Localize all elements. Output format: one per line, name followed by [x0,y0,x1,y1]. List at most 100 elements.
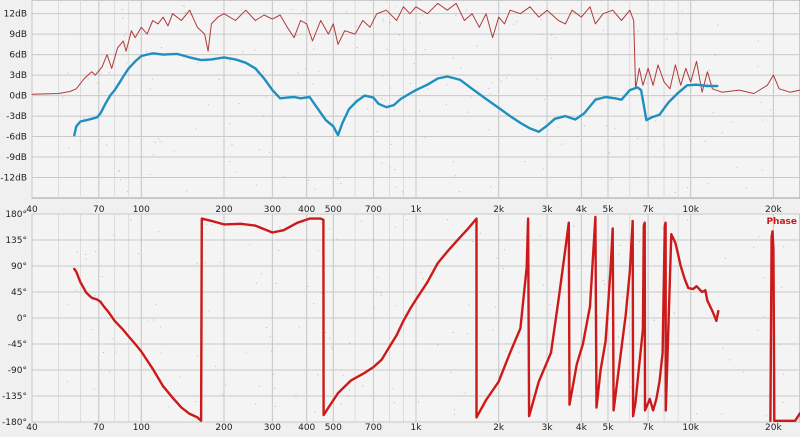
noise-dot [602,29,604,31]
noise-dot [455,14,457,16]
noise-dot [295,394,297,396]
noise-dot [127,191,129,193]
noise-dot [380,292,382,294]
noise-dot [498,79,500,81]
noise-dot [455,175,457,177]
noise-dot [154,141,156,143]
noise-dot [384,100,386,102]
x-tick-label: 2k [493,423,505,433]
noise-dot [279,226,281,228]
noise-dot [414,52,416,54]
x-tick-label: 100 [133,423,150,433]
noise-dot [222,394,224,396]
x-tick-label: 1k [411,205,423,215]
noise-dot [437,344,439,346]
noise-dot [256,184,258,186]
noise-dot [265,96,267,98]
noise-dot [724,257,726,259]
x-tick-label: 5k [603,423,615,433]
noise-dot [168,406,170,408]
noise-dot [124,44,126,46]
noise-dot [345,11,347,13]
noise-dot [79,34,81,36]
noise-dot [275,282,277,284]
noise-dot [218,78,220,80]
noise-dot [197,62,199,64]
noise-dot [146,50,148,52]
noise-dot [372,343,374,345]
noise-dot [394,226,396,228]
x-tick-label: 2k [493,205,505,215]
y-tick-label: -180° [2,418,27,428]
noise-dot [446,84,448,86]
noise-dot [453,409,455,411]
noise-dot [460,67,462,69]
noise-dot [304,68,306,70]
noise-dot [614,127,616,129]
noise-dot [502,268,504,270]
noise-dot [381,162,383,164]
noise-dot [490,186,492,188]
noise-dot [518,352,520,354]
noise-dot [675,32,677,34]
noise-dot [495,306,497,308]
noise-dot [576,136,578,138]
noise-dot [367,108,369,110]
noise-dot [87,78,89,80]
x-tick-label: 40 [26,205,38,215]
noise-dot [390,143,392,145]
noise-dot [597,316,599,318]
noise-dot [125,31,127,33]
noise-dot [190,14,192,16]
noise-dot [542,168,544,170]
noise-dot [446,219,448,221]
noise-dot [67,72,69,74]
noise-dot [686,187,688,189]
noise-dot [422,278,424,280]
noise-dot [263,71,265,73]
noise-dot [631,386,633,388]
noise-dot [541,33,543,35]
noise-dot [321,292,323,294]
noise-dot [108,318,110,320]
noise-dot [476,45,478,47]
noise-dot [617,336,619,338]
noise-dot [195,128,197,130]
noise-dot [313,303,315,305]
noise-dot [269,151,271,153]
noise-dot [506,77,508,79]
noise-dot [389,21,391,23]
noise-dot [62,96,64,98]
noise-dot [666,38,668,40]
noise-dot [687,219,689,221]
noise-dot [138,253,140,255]
noise-dot [394,109,396,111]
noise-dot [149,174,151,176]
noise-dot [783,246,785,248]
x-tick-label: 7k [643,423,655,433]
y-tick-label: 3dB [9,71,27,81]
noise-dot [712,111,714,113]
noise-dot [536,78,538,80]
noise-dot [761,169,763,171]
noise-dot [195,401,197,403]
noise-dot [376,291,378,293]
noise-dot [413,63,415,65]
noise-dot [94,294,96,296]
noise-dot [469,96,471,98]
noise-dot [543,98,545,100]
noise-dot [329,337,331,339]
noise-dot [445,104,447,106]
noise-dot [603,284,605,286]
series-line-1 [73,215,720,422]
noise-dot [664,411,666,413]
chart-panel-2: 180° 135° 90° 45° 0° -45° -90° -135° -180° 40 70 10… [2,210,800,433]
y-tick-label: 0dB [9,92,27,102]
x-tick-label: 200 [215,205,232,215]
noise-dot [753,246,755,248]
noise-dot [284,175,286,177]
noise-dot [465,9,467,11]
noise-dot [225,384,227,386]
noise-dot [571,372,573,374]
noise-dot [721,413,723,415]
